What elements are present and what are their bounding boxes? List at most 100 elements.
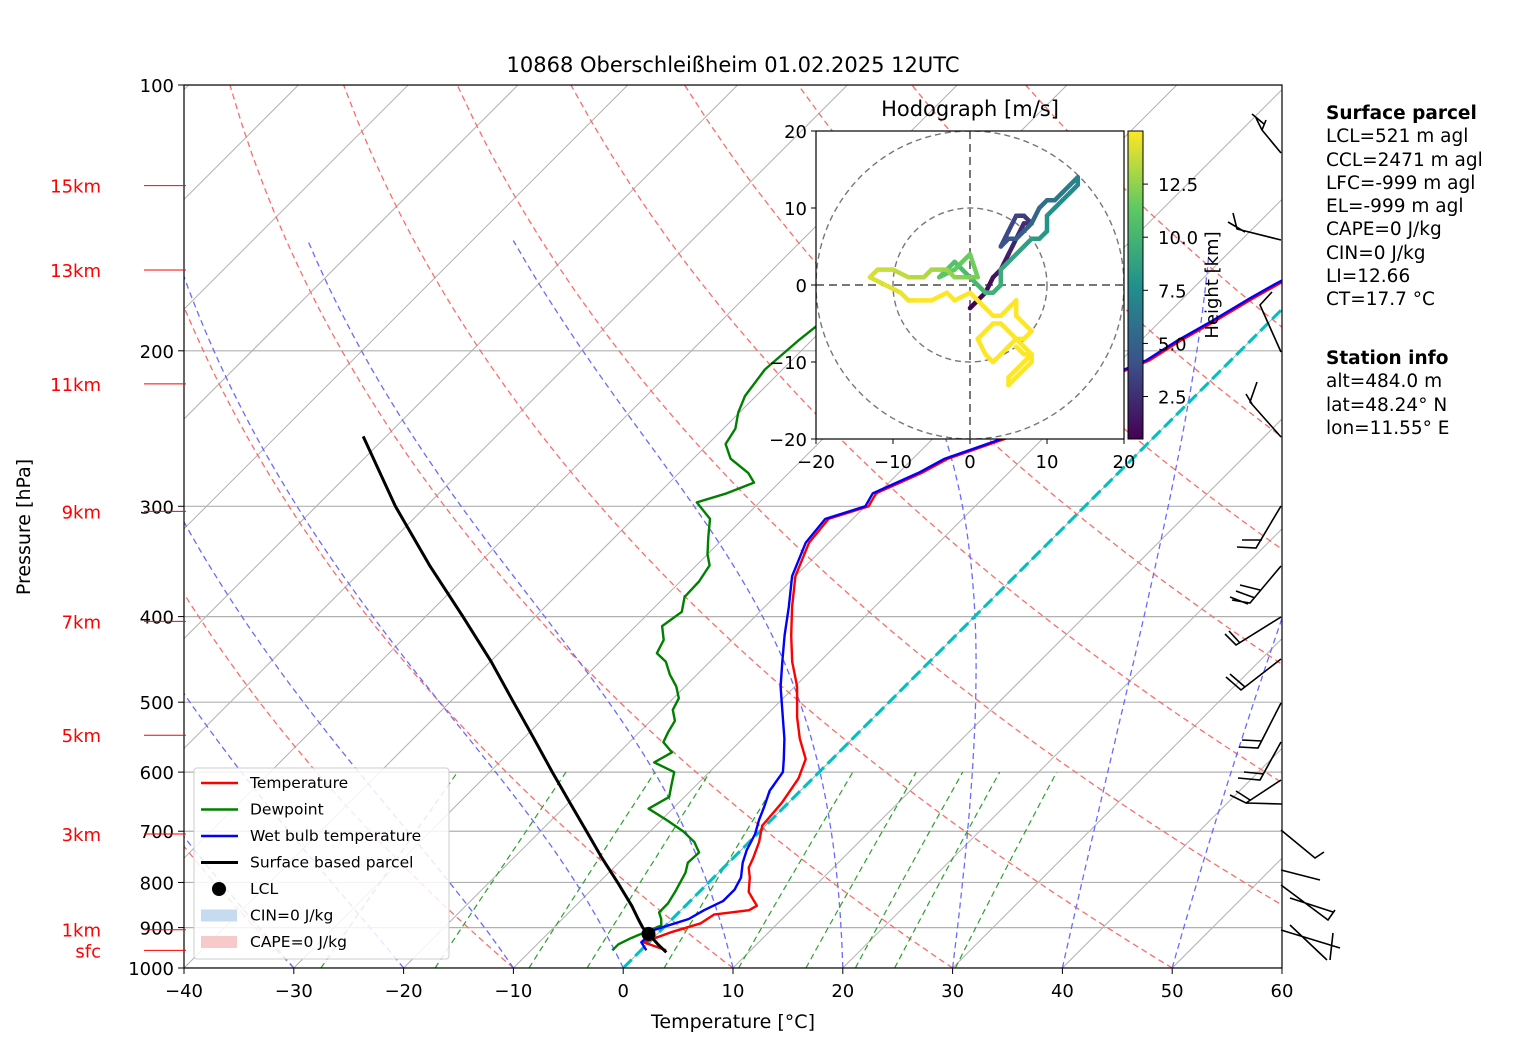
height-label: 11km [50, 375, 101, 396]
info-line: lon=11.55° E [1326, 417, 1450, 439]
colorbar-tick-label: 10.0 [1158, 228, 1198, 249]
isotherm-line [1062, 747, 1282, 968]
hodograph-segment [952, 290, 973, 303]
temperature-line [642, 280, 1282, 952]
dewpoint-line [611, 178, 983, 952]
moist-adiabat [846, 240, 977, 968]
legend-cin-swatch [201, 909, 237, 922]
colorbar-ticks: 2.5 5.0 7.5 10.0 12.5 [1143, 175, 1198, 409]
hodograph-y-tick-label: −10 [769, 353, 807, 374]
colorbar-label: Height [km] [1202, 231, 1223, 338]
hodograph-segment [975, 336, 988, 357]
hodograph-segment [867, 275, 888, 288]
hodograph-x-tick-label: 10 [1036, 452, 1059, 473]
x-tick-label: 60 [1271, 981, 1294, 1002]
colorbar-tick-label: 5.0 [1158, 334, 1187, 355]
hodograph-segment [1029, 205, 1042, 226]
y-tick-label: 500 [140, 693, 174, 714]
legend-cin-label: CIN=0 J/kg [250, 907, 333, 925]
hodograph-ring [892, 207, 1048, 363]
y-axis: 100 200 300 400 500 600 700 800 900 1000 [128, 76, 184, 980]
hodograph-segment [1013, 344, 1027, 357]
hodograph-y-tick-label: −20 [769, 430, 807, 451]
surface-parcel-info: Surface parcel LCL=521 m agl CCL=2471 m … [1326, 102, 1483, 312]
y-tick-label: 100 [140, 76, 174, 97]
wetbulb-line [640, 279, 1282, 951]
height-label: 15km [50, 177, 101, 198]
hodograph-x-tick-label: −20 [797, 452, 835, 473]
colorbar-tick-label: 7.5 [1158, 281, 1187, 302]
hodograph-segment [983, 275, 996, 295]
x-tick-label: −40 [165, 981, 203, 1002]
height-label: 7km [62, 612, 101, 633]
info-line: CAPE=0 J/kg [1326, 219, 1442, 241]
hodograph-x-tick-label: −10 [874, 452, 912, 473]
info-line: LFC=-999 m agl [1326, 172, 1476, 194]
hodograph-x-tick-label: 20 [1113, 452, 1136, 473]
moist-adiabat [1061, 240, 1211, 968]
hodograph-trace [867, 174, 1081, 388]
x-tick-label: 20 [831, 981, 854, 1002]
hodograph-x-tick-label: 0 [964, 452, 975, 473]
height-label: 5km [62, 726, 101, 747]
x-tick-label: 50 [1161, 981, 1184, 1002]
hodograph-segment [883, 282, 903, 295]
y-tick-label: 800 [140, 873, 174, 894]
hodograph-segment [929, 290, 950, 303]
y-tick-label: 900 [140, 919, 174, 940]
surface-parcel-heading: Surface parcel [1326, 103, 1477, 124]
wind-barbs [1224, 113, 1341, 961]
lcl-marker [641, 926, 656, 941]
isotherm-line [842, 528, 1282, 968]
height-label: 1km [62, 921, 101, 942]
y-tick-label: 700 [140, 822, 174, 843]
hodograph-axes: −20 −10 0 10 20 20 10 0 −10 −20 [769, 122, 1135, 473]
height-label: sfc [75, 941, 101, 962]
hodograph-y-tick-label: 10 [784, 199, 807, 220]
moist-adiabat [184, 692, 405, 968]
dry-adiabat [456, 85, 1282, 906]
y-axis-label: Pressure [hPa] [13, 459, 35, 595]
isotherm-line [184, 85, 738, 640]
info-line: CT=17.7 °C [1326, 289, 1435, 311]
parcel-line [361, 435, 668, 954]
moist-adiabat [184, 520, 514, 968]
dry-adiabat [342, 85, 1173, 968]
hodograph-title: Hodograph [m/s] [881, 97, 1059, 121]
chart-title: 10868 Oberschleißheim 01.02.2025 12UTC [507, 53, 960, 77]
info-line: alt=484.0 m [1326, 371, 1443, 393]
hodograph-segment [1006, 213, 1019, 234]
info-line: LCL=521 m agl [1326, 126, 1469, 148]
legend-dewpoint-label: Dewpoint [250, 801, 324, 819]
y-tick-label: 400 [140, 608, 174, 629]
hodograph-rings [816, 131, 1124, 439]
hodograph-segment [1006, 236, 1019, 257]
mixing-ratio-line [805, 771, 917, 968]
hodograph: −20 −10 0 10 20 20 10 0 −10 −20 Hodograph [m/s] 2… [769, 97, 1223, 473]
colorbar-tick-label: 12.5 [1158, 175, 1198, 196]
hodograph-y-tick-label: 20 [784, 122, 807, 143]
hodograph-y-tick-label: 0 [796, 276, 807, 297]
legend-cape-swatch [201, 936, 237, 948]
x-tick-label: 10 [722, 981, 745, 1002]
isotherm-line [184, 85, 409, 310]
isotherm-line [732, 418, 1282, 968]
info-line: CIN=0 J/kg [1326, 242, 1426, 264]
x-tick-label: 40 [1051, 981, 1074, 1002]
mixing-ratio-line [434, 771, 567, 968]
x-axis: −40 −30 −20 −10 0 10 20 30 40 50 60 [165, 968, 1293, 1002]
mixing-ratio-line [854, 771, 964, 968]
station-info-heading: Station info [1326, 348, 1449, 369]
series-lines [361, 178, 1282, 954]
legend-box [193, 767, 450, 960]
x-tick-label: −20 [385, 981, 423, 1002]
x-tick-label: 0 [617, 981, 628, 1002]
y-tick-label: 200 [140, 342, 174, 363]
y-tick-label: 600 [140, 763, 174, 784]
station-info: Station info alt=484.0 m lat=48.24° N lo… [1326, 347, 1449, 440]
hodograph-segment [890, 267, 911, 280]
hodograph-segment [967, 251, 980, 280]
mixing-ratio-line [894, 771, 1001, 968]
